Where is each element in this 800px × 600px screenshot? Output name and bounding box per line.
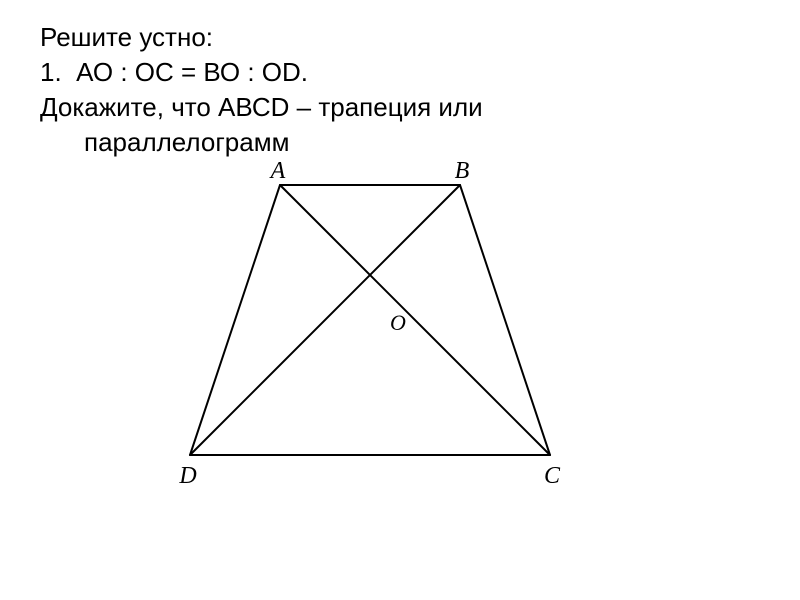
heading-line: Решите устно: bbox=[40, 20, 760, 55]
problem-ratio: АО : ОС = ВО : ОD. bbox=[76, 57, 308, 87]
svg-text:B: B bbox=[455, 158, 470, 184]
problem-text-block: Решите устно: 1. АО : ОС = ВО : ОD. Дока… bbox=[40, 20, 760, 160]
svg-text:D: D bbox=[178, 463, 196, 489]
trapezoid-svg: A B C D O bbox=[160, 155, 580, 495]
slide-page: Решите устно: 1. АО : ОС = ВО : ОD. Дока… bbox=[0, 0, 800, 600]
svg-text:C: C bbox=[544, 463, 561, 489]
svg-text:A: A bbox=[269, 158, 286, 184]
problem-line: 1. АО : ОС = ВО : ОD. bbox=[40, 55, 760, 90]
prove-line-1: Докажите, что АВСD – трапеция или bbox=[40, 90, 760, 125]
svg-text:O: O bbox=[390, 310, 406, 335]
problem-number: 1. bbox=[40, 57, 62, 87]
trapezoid-figure: A B C D O bbox=[160, 155, 580, 495]
